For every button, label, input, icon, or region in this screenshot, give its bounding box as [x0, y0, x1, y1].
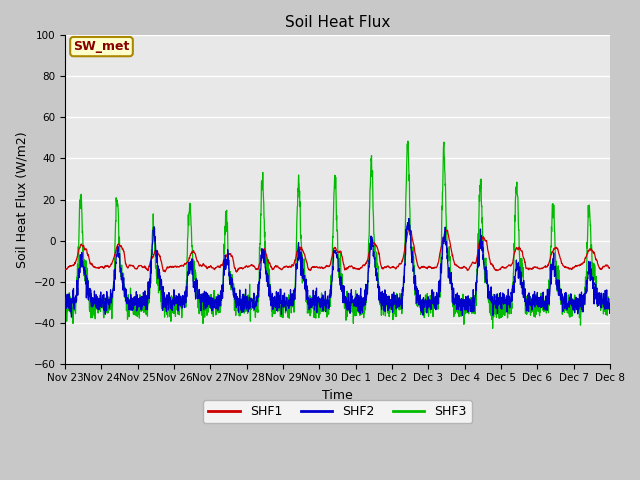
- Text: SW_met: SW_met: [74, 40, 130, 53]
- SHF3: [61, 310, 69, 316]
- SHF3: [497, 308, 504, 314]
- SHF2: [606, 300, 614, 306]
- SHF1: [365, 249, 373, 255]
- SHF3: [353, 301, 361, 307]
- SHF3: [573, 300, 581, 306]
- SHF3: [606, 300, 614, 306]
- SHF2: [573, 298, 581, 303]
- Legend: SHF1, SHF2, SHF3: SHF1, SHF2, SHF3: [204, 400, 472, 423]
- SHF2: [559, 291, 566, 297]
- SHF3: [213, 302, 221, 308]
- SHF1: [353, 266, 361, 272]
- SHF2: [405, 216, 413, 221]
- SHF2: [353, 303, 361, 309]
- SHF3: [404, 138, 412, 144]
- SHF3: [489, 325, 497, 331]
- Line: SHF1: SHF1: [65, 229, 610, 272]
- SHF2: [497, 302, 504, 308]
- Y-axis label: Soil Heat Flux (W/m2): Soil Heat Flux (W/m2): [15, 131, 28, 268]
- SHF1: [497, 267, 504, 273]
- SHF2: [68, 314, 76, 320]
- SHF1: [213, 264, 221, 270]
- X-axis label: Time: Time: [322, 389, 353, 402]
- Title: Soil Heat Flux: Soil Heat Flux: [285, 15, 390, 30]
- SHF3: [365, 236, 373, 241]
- Line: SHF2: SHF2: [65, 218, 610, 317]
- Line: SHF3: SHF3: [65, 141, 610, 328]
- SHF1: [606, 265, 614, 271]
- SHF2: [365, 257, 373, 263]
- SHF1: [405, 226, 413, 232]
- SHF1: [559, 261, 566, 267]
- SHF2: [61, 306, 69, 312]
- SHF1: [573, 263, 581, 269]
- SHF2: [214, 303, 221, 309]
- SHF1: [233, 269, 241, 275]
- SHF3: [559, 312, 566, 317]
- SHF1: [61, 266, 69, 272]
